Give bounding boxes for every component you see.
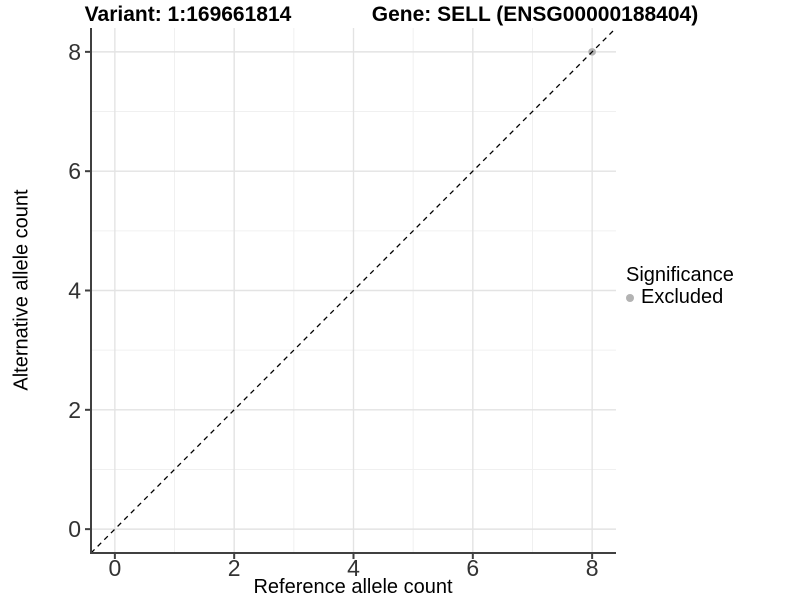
x-axis-title: Reference allele count (253, 576, 453, 598)
legend-item-excluded: Excluded (626, 287, 734, 308)
y-tick-label: 2 (68, 397, 81, 423)
identity-line (90, 27, 617, 554)
x-tick-label: 2 (228, 555, 241, 581)
y-tick-label: 8 (68, 39, 81, 65)
legend-item-label: Excluded (641, 286, 724, 308)
axis-lines (90, 28, 616, 554)
x-tick-label: 6 (466, 555, 479, 581)
x-tick-label: 8 (586, 555, 599, 581)
plot-title-variant: Variant: 1:169661814 (84, 3, 292, 26)
legend-title: Significance (626, 264, 734, 286)
y-tick-label: 4 (68, 278, 81, 304)
plot-title-gene: Gene: SELL (ENSG00000188404) (371, 3, 699, 26)
excluded-point-icon (626, 293, 634, 302)
y-tick-label: 6 (68, 158, 81, 184)
legend: Significance Excluded (626, 264, 734, 308)
y-tick-label: 0 (68, 516, 81, 542)
x-tick-label: 0 (108, 555, 121, 581)
x-tick-label: 4 (347, 555, 360, 581)
